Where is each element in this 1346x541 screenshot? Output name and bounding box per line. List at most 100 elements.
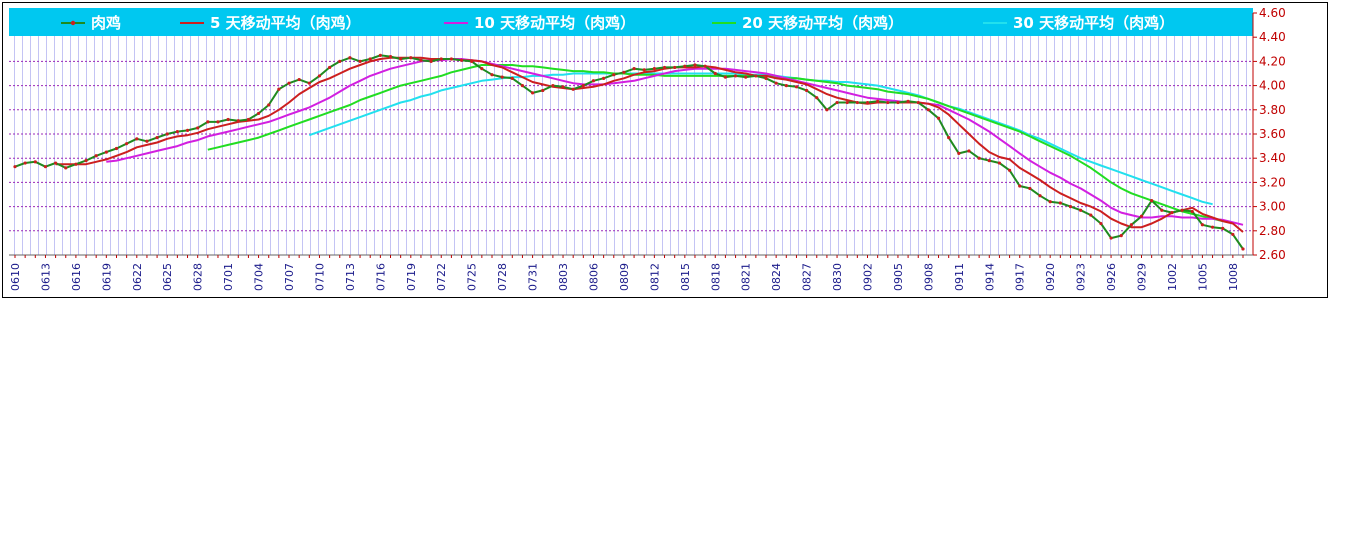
data-point xyxy=(1048,200,1052,204)
legend-item: 30 天移动平均（肉鸡） xyxy=(983,14,1174,32)
data-point xyxy=(774,81,778,85)
data-point xyxy=(520,84,525,88)
series-line xyxy=(14,54,1244,250)
x-axis: 0610 0613 0616 0619 0622 0625 0628 0701 0704 0707… xyxy=(9,254,1253,291)
data-point xyxy=(642,68,646,72)
data-point xyxy=(470,59,474,64)
data-point xyxy=(876,99,880,103)
x-tick-label: 0818 xyxy=(709,263,722,291)
data-point xyxy=(825,108,829,112)
y-tick-label: 3.80 xyxy=(1259,103,1286,117)
data-point xyxy=(145,139,149,143)
data-point xyxy=(1241,247,1245,251)
data-point xyxy=(997,161,1002,165)
x-tick-label: 0911 xyxy=(953,263,966,291)
data-point xyxy=(267,103,271,107)
data-point xyxy=(571,87,575,91)
data-point xyxy=(602,76,606,80)
data-point xyxy=(612,73,616,77)
x-tick-label: 0923 xyxy=(1075,263,1088,291)
legend-label: 30 天移动平均（肉鸡） xyxy=(1013,14,1174,32)
x-tick-label: 0622 xyxy=(131,263,144,291)
data-point xyxy=(1139,214,1144,218)
legend-label: 肉鸡 xyxy=(91,14,121,32)
x-tick-label: 0827 xyxy=(801,263,814,291)
data-point xyxy=(1007,168,1012,172)
x-tick-label: 0610 xyxy=(9,263,22,291)
x-tick-label: 0722 xyxy=(435,263,448,291)
data-point xyxy=(216,120,220,124)
y-tick-label: 3.00 xyxy=(1259,200,1286,214)
data-point xyxy=(1119,234,1123,238)
data-point xyxy=(277,87,281,91)
data-point xyxy=(23,161,27,165)
data-point xyxy=(632,67,636,71)
data-point xyxy=(125,142,129,146)
data-point xyxy=(348,56,352,60)
data-point xyxy=(510,76,514,80)
legend-label: 10 天移动平均（肉鸡） xyxy=(474,14,635,32)
data-point xyxy=(1038,194,1042,198)
x-tick-label: 0812 xyxy=(648,263,661,291)
x-tick-label: 0917 xyxy=(1014,263,1027,291)
data-point xyxy=(74,162,78,166)
y-tick-label: 4.60 xyxy=(1259,6,1286,20)
data-point xyxy=(409,56,413,60)
series-line xyxy=(55,56,1244,233)
x-tick-label: 0616 xyxy=(70,263,83,291)
grid-lines xyxy=(9,60,1253,232)
data-point xyxy=(835,100,839,105)
x-tick-label: 0731 xyxy=(527,263,540,291)
data-point xyxy=(1160,208,1164,212)
data-point xyxy=(1170,211,1174,215)
data-point xyxy=(1089,213,1093,217)
x-tick-label: 0719 xyxy=(405,263,418,291)
data-point xyxy=(673,65,677,70)
y-tick-label: 4.00 xyxy=(1259,79,1286,93)
series-lines xyxy=(13,53,1245,251)
data-point xyxy=(754,74,758,78)
data-point xyxy=(1150,198,1154,203)
x-tick-label: 0806 xyxy=(587,263,600,291)
data-point xyxy=(733,74,738,78)
data-point xyxy=(896,100,900,105)
series-1 xyxy=(55,56,1244,233)
x-tick-label: 0803 xyxy=(557,263,570,291)
series-4 xyxy=(308,72,1213,206)
x-tick-label: 0701 xyxy=(222,263,235,291)
data-point xyxy=(906,99,910,103)
x-tick-label: 0908 xyxy=(922,263,935,291)
data-point xyxy=(1190,209,1194,214)
data-point xyxy=(165,132,169,136)
data-point xyxy=(551,84,555,88)
series-line xyxy=(207,64,1223,223)
y-tick-label: 3.20 xyxy=(1259,175,1286,189)
data-point xyxy=(94,154,98,158)
y-tick-label: 2.60 xyxy=(1259,248,1286,262)
y-tick-label: 4.40 xyxy=(1259,30,1286,44)
data-point xyxy=(581,84,585,88)
data-point xyxy=(967,149,971,153)
data-point xyxy=(1018,184,1022,188)
x-tick-label: 0926 xyxy=(1105,263,1118,291)
data-point xyxy=(206,120,210,124)
data-point xyxy=(662,65,667,70)
x-tick-label: 0821 xyxy=(740,263,753,291)
data-point xyxy=(622,70,626,74)
data-point xyxy=(256,111,261,116)
data-point xyxy=(84,159,88,163)
x-tick-label: 0905 xyxy=(892,263,905,291)
legend-label: 20 天移动平均（肉鸡） xyxy=(742,14,903,32)
y-tick-label: 3.60 xyxy=(1259,127,1286,141)
data-point xyxy=(977,156,981,160)
data-point xyxy=(886,100,890,105)
x-tick-label: 1005 xyxy=(1196,263,1209,291)
data-point xyxy=(490,73,494,77)
series-2 xyxy=(106,58,1244,226)
legend: 肉鸡 5 天移动平均（肉鸡） 10 天移动平均（肉鸡） 20 天移动平均（肉鸡） 30 … xyxy=(61,14,1174,32)
data-point xyxy=(1079,208,1083,212)
data-point xyxy=(307,81,311,85)
data-point xyxy=(185,128,190,132)
data-point xyxy=(1200,223,1205,227)
data-point xyxy=(1180,208,1184,212)
